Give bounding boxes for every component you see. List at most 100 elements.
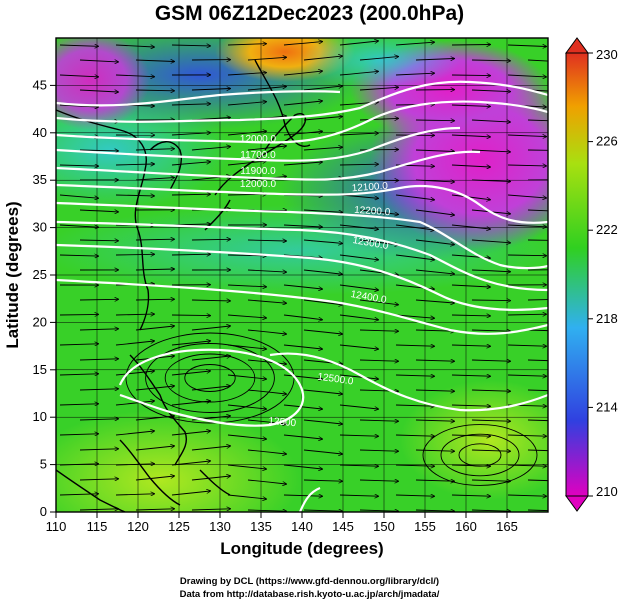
streamline [171, 491, 210, 496]
streamline [115, 195, 154, 196]
streamline [171, 194, 210, 195]
x-tick-label: 125 [168, 519, 190, 534]
streamline [451, 284, 490, 287]
streamline [79, 150, 118, 151]
streamline [135, 239, 174, 240]
contour-label: 12500 [268, 416, 297, 429]
streamline [303, 299, 342, 305]
streamline [395, 42, 434, 46]
streamline [79, 240, 118, 241]
contour-line [56, 183, 548, 224]
streamline [471, 150, 510, 152]
contour-label: 11700.0 [240, 150, 276, 161]
map-title: GSM 06Z12Dec2023 (200.0hPa) [154, 2, 465, 25]
streamline [135, 178, 174, 181]
streamline [79, 389, 118, 390]
x-tick-label: 140 [291, 519, 313, 534]
streamline [227, 374, 266, 379]
streamline [79, 509, 118, 510]
streamline [415, 59, 454, 61]
streamline [247, 57, 286, 61]
streamline [339, 314, 378, 320]
streamline [303, 239, 342, 243]
y-tick-label: 0 [40, 504, 47, 519]
streamline [283, 101, 322, 106]
colorbar-tick-label: 222 [596, 222, 618, 237]
streamline [283, 434, 322, 439]
streamline [395, 405, 434, 406]
streamline [451, 105, 490, 106]
streamline [171, 431, 210, 436]
contour-line [56, 201, 548, 270]
streamline [359, 57, 398, 61]
streamline [247, 510, 286, 511]
streamline [191, 476, 230, 481]
streamline [171, 341, 210, 346]
streamline [283, 42, 322, 46]
streamline [115, 341, 154, 346]
streamline [135, 149, 174, 150]
streamline [395, 495, 434, 496]
y-tick-label: 20 [33, 314, 47, 329]
streamline [191, 386, 230, 391]
streamline [59, 165, 98, 166]
streamline [507, 255, 546, 256]
streamline [395, 375, 434, 376]
streamline [415, 269, 454, 274]
streamline [507, 435, 546, 436]
contour-label: 12000.0 [240, 179, 277, 190]
streamline [115, 401, 154, 406]
streamline [59, 314, 98, 315]
streamline [171, 104, 210, 105]
streamline [115, 371, 154, 376]
y-tick-label: 25 [33, 267, 47, 282]
vortex-streamline [125, 332, 295, 424]
streamline [135, 476, 174, 481]
streamline [191, 147, 230, 151]
credit-drawing: Drawing by DCL (https://www.gfd-dennou.o… [179, 576, 440, 587]
streamline [471, 480, 510, 481]
streamline [283, 284, 322, 289]
vortex-streamline [422, 424, 538, 486]
streamline [395, 465, 434, 466]
streamline [283, 404, 322, 409]
streamline [359, 118, 398, 120]
streamline [339, 254, 378, 260]
streamline [451, 45, 490, 46]
y-axis: 0 5 10 15 20 25 30 35 40 45 [33, 77, 56, 519]
streamline [303, 117, 342, 121]
streamline [507, 135, 546, 137]
contour-label: 12500.0 [317, 372, 355, 388]
colorbar-tick-label: 210 [596, 484, 618, 499]
streamline [79, 299, 118, 300]
x-tick-label: 115 [87, 519, 108, 534]
streamline [115, 314, 154, 315]
x-axis: 110 115 120 125 130 135 140 145 150 155 160 165 [46, 512, 518, 534]
streamline [227, 494, 266, 499]
streamline [247, 240, 286, 241]
streamline [415, 450, 454, 451]
streamline [59, 494, 98, 495]
streamline [79, 449, 118, 450]
streamline [359, 360, 398, 361]
streamline [359, 480, 398, 481]
streamline [227, 285, 266, 287]
colorbar-tick-label: 226 [596, 134, 618, 149]
streamline [339, 71, 378, 76]
streamline [339, 465, 378, 466]
colorbar-top-arrow [565, 37, 589, 54]
streamline [415, 209, 454, 215]
streamline [415, 180, 454, 182]
streamline [227, 314, 266, 318]
streamline [395, 345, 434, 346]
streamline [395, 224, 434, 230]
streamline [339, 133, 378, 135]
streamline [115, 464, 154, 465]
streamline [471, 420, 510, 421]
vortex-streamline [145, 343, 275, 413]
contour-line [56, 150, 481, 181]
y-axis-title: Latitude (degrees) [3, 201, 22, 348]
streamline [191, 416, 230, 421]
vortex-streamline [184, 364, 236, 392]
